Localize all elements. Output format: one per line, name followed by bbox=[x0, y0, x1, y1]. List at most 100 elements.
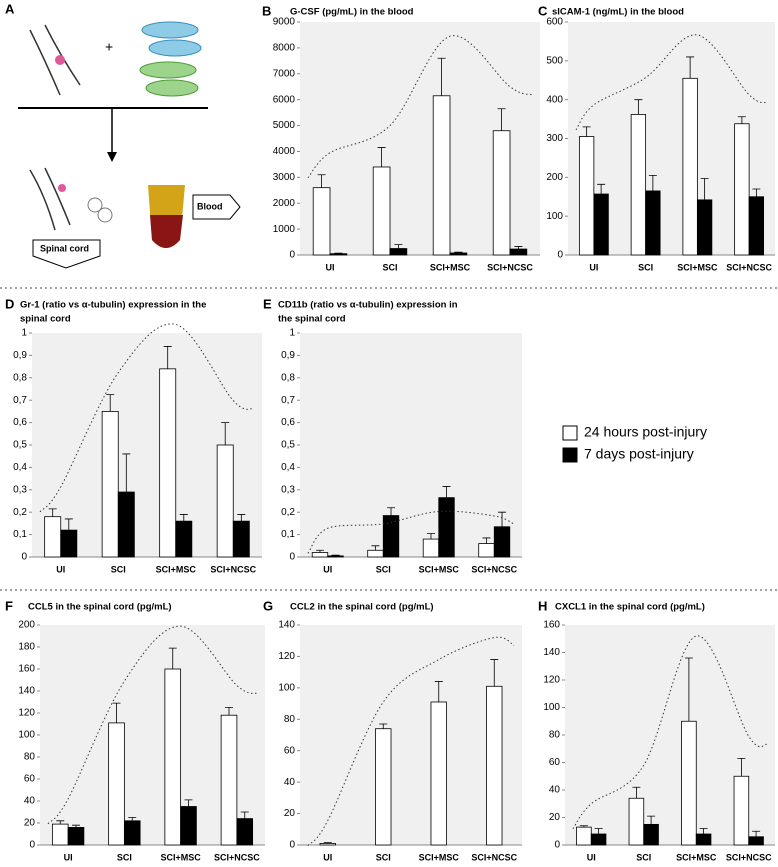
y-tick-label: 0 bbox=[289, 250, 295, 261]
x-tick-label: SCI+NCSC bbox=[726, 262, 772, 272]
error-bar bbox=[454, 251, 463, 253]
panel-letter: H bbox=[538, 598, 547, 613]
y-tick-label: 7000 bbox=[273, 68, 296, 79]
error-bar bbox=[128, 817, 137, 821]
error-bar bbox=[648, 174, 657, 191]
scissors-icon bbox=[87, 197, 103, 213]
error-bar bbox=[514, 246, 523, 250]
bar bbox=[630, 114, 647, 256]
y-tick-label: 0,5 bbox=[13, 440, 27, 451]
y-tick-label: 80 bbox=[24, 752, 36, 763]
y-tick-label: 0,4 bbox=[13, 462, 27, 473]
legend-swatch bbox=[562, 447, 578, 463]
y-tick-label: 200 bbox=[18, 620, 35, 631]
error-bar bbox=[323, 842, 332, 844]
trend-curve bbox=[47, 625, 258, 825]
panel-letter: C bbox=[538, 3, 548, 18]
legend-label: 7 days post-injury bbox=[584, 446, 694, 462]
chart-title: CXCL1 in the spinal cord (pg/mL) bbox=[555, 602, 705, 613]
x-tick-label: SCI+NCSC bbox=[214, 852, 260, 862]
error-bar bbox=[64, 518, 73, 531]
bar bbox=[645, 190, 661, 256]
bar bbox=[486, 685, 503, 846]
y-tick-label: 0,5 bbox=[281, 440, 295, 451]
x-tick-label: SCI+MSC bbox=[419, 564, 460, 574]
bar bbox=[682, 77, 698, 256]
x-tick-label: UI bbox=[64, 852, 73, 862]
y-tick-label: 80 bbox=[284, 714, 296, 725]
error-bar bbox=[394, 244, 403, 249]
y-tick-label: 9000 bbox=[273, 17, 296, 28]
bar bbox=[232, 520, 250, 558]
y-tick-label: 0,3 bbox=[281, 484, 295, 495]
y-tick-label: 400 bbox=[546, 94, 563, 105]
legend-label: 24 hours post-injury bbox=[584, 424, 707, 440]
x-tick-label: SCI+NCSC bbox=[726, 852, 772, 862]
chart-title: CCL5 in the spinal cord (pg/mL) bbox=[28, 602, 172, 613]
bar bbox=[389, 248, 408, 256]
y-tick-label: 300 bbox=[546, 133, 563, 144]
bar bbox=[159, 368, 177, 558]
error-bar bbox=[684, 657, 693, 722]
plot-area bbox=[300, 333, 522, 557]
y-tick-label: 0,9 bbox=[13, 350, 27, 361]
x-tick-label: UI bbox=[323, 852, 332, 862]
cells-icon bbox=[145, 79, 199, 97]
bar bbox=[382, 515, 400, 558]
y-tick-label: 140 bbox=[543, 647, 560, 658]
y-tick-label: 200 bbox=[546, 172, 563, 183]
bar bbox=[432, 95, 451, 256]
plot-area bbox=[300, 625, 522, 845]
bar bbox=[748, 836, 764, 846]
error-bar bbox=[56, 820, 65, 825]
y-tick-label: 20 bbox=[284, 808, 296, 819]
error-bar bbox=[482, 537, 491, 544]
bar bbox=[449, 252, 468, 256]
bar bbox=[681, 720, 697, 846]
error-bar bbox=[737, 116, 746, 124]
chart-title: sICAM-1 (ng/mL) in the blood bbox=[552, 7, 684, 18]
error-bar bbox=[437, 57, 446, 96]
bar bbox=[101, 410, 119, 558]
y-tick-label: 60 bbox=[549, 757, 561, 768]
x-tick-label: UI bbox=[587, 852, 596, 862]
error-bar bbox=[377, 147, 386, 167]
trend-curve bbox=[307, 636, 515, 846]
bar bbox=[590, 833, 607, 846]
y-tick-label: 100 bbox=[543, 702, 560, 713]
lesion-icon bbox=[58, 184, 66, 192]
error-bar bbox=[579, 825, 588, 828]
bar bbox=[492, 130, 511, 256]
y-tick-label: 0,7 bbox=[13, 395, 27, 406]
x-tick-label: SCI bbox=[111, 564, 126, 574]
y-tick-label: 100 bbox=[278, 682, 295, 693]
blood-box bbox=[192, 194, 241, 220]
chart: CCL5 in the spinal cord (pg/mL) 0 20 40 60 80… bbox=[18, 602, 265, 862]
error-bar bbox=[686, 56, 695, 79]
y-tick-label: 0,3 bbox=[13, 484, 27, 495]
chart-title: G-CSF (pg/mL) in the blood bbox=[290, 7, 414, 18]
error-bar bbox=[442, 486, 451, 498]
panel-letter: B bbox=[262, 3, 271, 18]
y-tick-label: 0,9 bbox=[281, 350, 295, 361]
y-tick-label: 40 bbox=[24, 796, 36, 807]
bar bbox=[216, 444, 234, 558]
error-bar bbox=[752, 188, 761, 197]
y-tick-label: 0,6 bbox=[13, 417, 27, 428]
chart-title: Gr-1 (ratio vs α-tubulin) expression in … bbox=[20, 300, 206, 311]
bar bbox=[372, 166, 391, 256]
bar bbox=[493, 526, 511, 558]
y-tick-label: 60 bbox=[284, 745, 296, 756]
x-tick-label: SCI+MSC bbox=[419, 852, 460, 862]
bar bbox=[478, 543, 495, 558]
y-tick-label: 0 bbox=[554, 840, 560, 851]
chart-title: spinal cord bbox=[20, 314, 71, 325]
error-bar bbox=[426, 533, 435, 540]
spinal-label: Spinal cord bbox=[40, 243, 89, 253]
bar bbox=[67, 827, 85, 846]
y-tick-label: 20 bbox=[549, 812, 561, 823]
bar bbox=[51, 823, 69, 846]
x-tick-label: SCI+MSC bbox=[430, 262, 471, 272]
y-tick-label: 140 bbox=[18, 686, 35, 697]
